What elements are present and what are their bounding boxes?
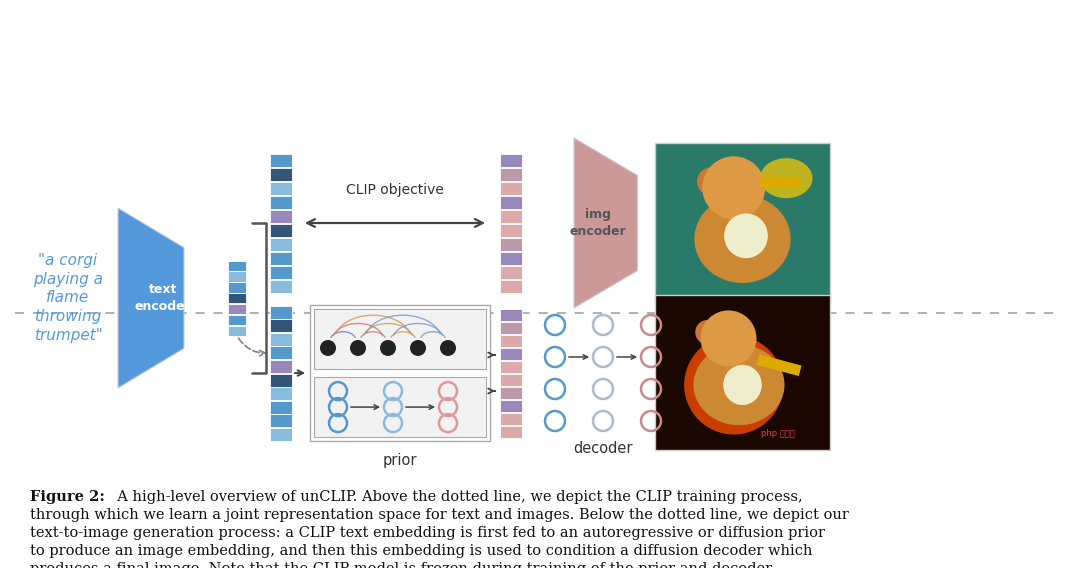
Bar bbox=[760, 178, 798, 188]
Ellipse shape bbox=[760, 158, 812, 198]
Bar bbox=[270, 306, 292, 319]
Circle shape bbox=[410, 340, 426, 356]
Bar bbox=[270, 415, 292, 427]
Text: img
encoder: img encoder bbox=[569, 208, 626, 238]
Bar bbox=[270, 428, 292, 441]
Ellipse shape bbox=[724, 214, 768, 258]
Text: produces a final image. Note that the CLIP model is frozen during training of th: produces a final image. Note that the CL… bbox=[30, 562, 775, 568]
Text: CLIP objective: CLIP objective bbox=[346, 183, 444, 197]
Bar bbox=[270, 401, 292, 414]
Text: text
encoder: text encoder bbox=[135, 283, 191, 313]
Polygon shape bbox=[573, 138, 637, 308]
Bar bbox=[756, 354, 801, 376]
Circle shape bbox=[440, 340, 456, 356]
Bar bbox=[500, 374, 522, 386]
Text: decoder: decoder bbox=[573, 441, 633, 456]
Bar bbox=[270, 182, 292, 195]
Text: php 中文网: php 中文网 bbox=[761, 429, 795, 438]
Bar bbox=[314, 377, 486, 437]
Bar bbox=[310, 305, 490, 441]
Bar bbox=[270, 266, 292, 279]
Bar bbox=[500, 400, 522, 412]
Bar bbox=[314, 309, 486, 369]
Bar bbox=[228, 282, 246, 293]
Text: through which we learn a joint representation space for text and images. Below t: through which we learn a joint represent… bbox=[30, 508, 849, 522]
Bar bbox=[228, 293, 246, 303]
Circle shape bbox=[697, 168, 725, 195]
Text: text-to-image generation process: a CLIP text embedding is first fed to an autor: text-to-image generation process: a CLIP… bbox=[30, 526, 825, 540]
Circle shape bbox=[684, 335, 783, 435]
Polygon shape bbox=[118, 208, 184, 388]
Ellipse shape bbox=[694, 195, 791, 283]
Text: prior: prior bbox=[382, 453, 417, 468]
Bar bbox=[500, 196, 522, 209]
Circle shape bbox=[350, 340, 366, 356]
Bar bbox=[500, 224, 522, 237]
Bar bbox=[228, 304, 246, 314]
Bar bbox=[270, 360, 292, 373]
Bar bbox=[228, 325, 246, 336]
Bar bbox=[228, 272, 246, 282]
Circle shape bbox=[701, 310, 756, 366]
Text: "a corgi
playing a
flame
throwing
trumpet": "a corgi playing a flame throwing trumpe… bbox=[33, 253, 103, 343]
Bar bbox=[270, 168, 292, 181]
Bar bbox=[500, 335, 522, 347]
Bar bbox=[270, 224, 292, 237]
Bar bbox=[654, 295, 831, 450]
Bar bbox=[500, 168, 522, 181]
Bar bbox=[270, 154, 292, 167]
Bar bbox=[500, 279, 522, 293]
Bar bbox=[270, 319, 292, 332]
Circle shape bbox=[696, 320, 719, 344]
Bar bbox=[500, 348, 522, 360]
Text: to produce an image embedding, and then this embedding is used to condition a di: to produce an image embedding, and then … bbox=[30, 544, 812, 558]
Ellipse shape bbox=[693, 345, 784, 425]
Ellipse shape bbox=[724, 365, 761, 405]
Bar bbox=[270, 346, 292, 360]
Bar bbox=[500, 266, 522, 279]
Bar bbox=[500, 412, 522, 425]
Bar bbox=[654, 143, 831, 303]
Bar bbox=[500, 387, 522, 399]
Bar bbox=[500, 425, 522, 438]
Bar bbox=[270, 387, 292, 400]
Bar bbox=[270, 333, 292, 346]
Text: A high-level overview of unCLIP. Above the dotted line, we depict the CLIP train: A high-level overview of unCLIP. Above t… bbox=[108, 490, 802, 504]
Bar bbox=[500, 154, 522, 167]
Bar bbox=[500, 237, 522, 251]
Bar bbox=[270, 210, 292, 223]
Bar bbox=[500, 210, 522, 223]
Circle shape bbox=[320, 340, 336, 356]
Bar bbox=[500, 252, 522, 265]
Bar bbox=[270, 374, 292, 387]
Text: Figure 2:: Figure 2: bbox=[30, 490, 105, 504]
Bar bbox=[500, 308, 522, 321]
Bar bbox=[270, 279, 292, 293]
Bar bbox=[500, 182, 522, 195]
Bar bbox=[270, 252, 292, 265]
Bar bbox=[228, 315, 246, 325]
Bar bbox=[270, 196, 292, 209]
Bar bbox=[500, 361, 522, 373]
Bar bbox=[270, 237, 292, 251]
Bar bbox=[228, 261, 246, 271]
Bar bbox=[500, 321, 522, 334]
Circle shape bbox=[380, 340, 396, 356]
Circle shape bbox=[702, 156, 766, 219]
